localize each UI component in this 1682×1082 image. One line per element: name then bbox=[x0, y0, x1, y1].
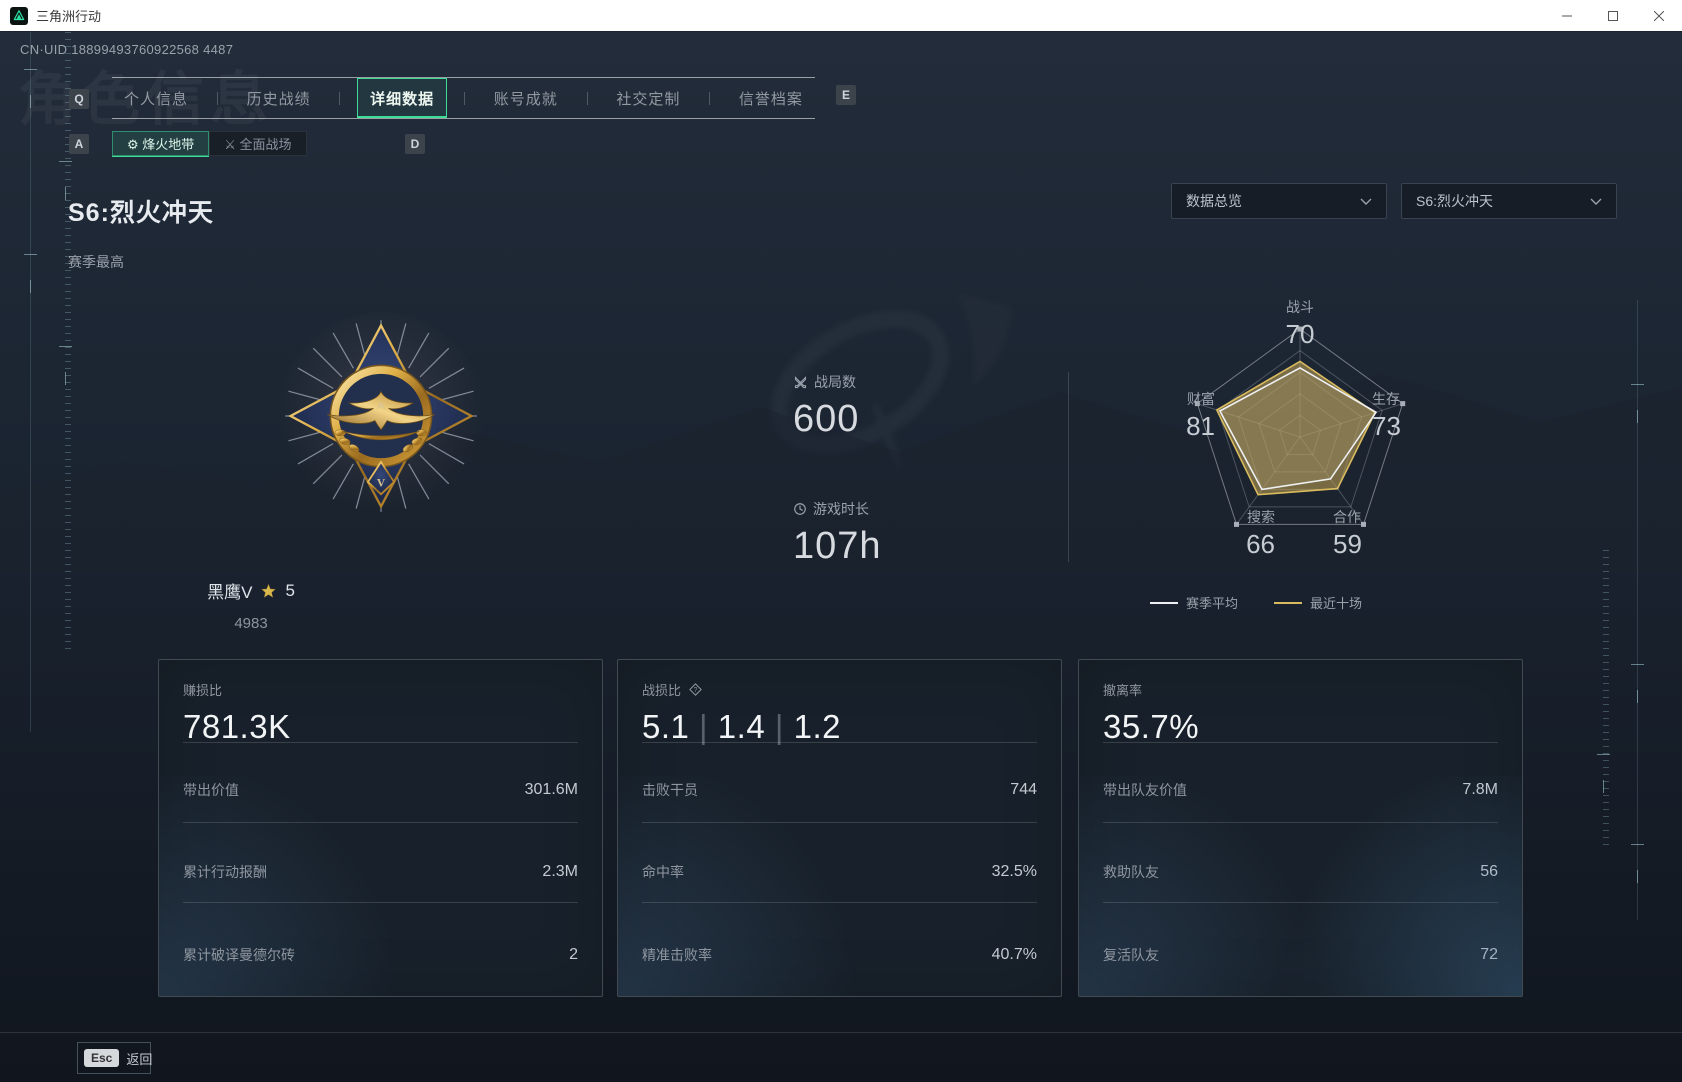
svg-text:?: ? bbox=[694, 687, 698, 694]
svg-text:V: V bbox=[377, 478, 386, 490]
